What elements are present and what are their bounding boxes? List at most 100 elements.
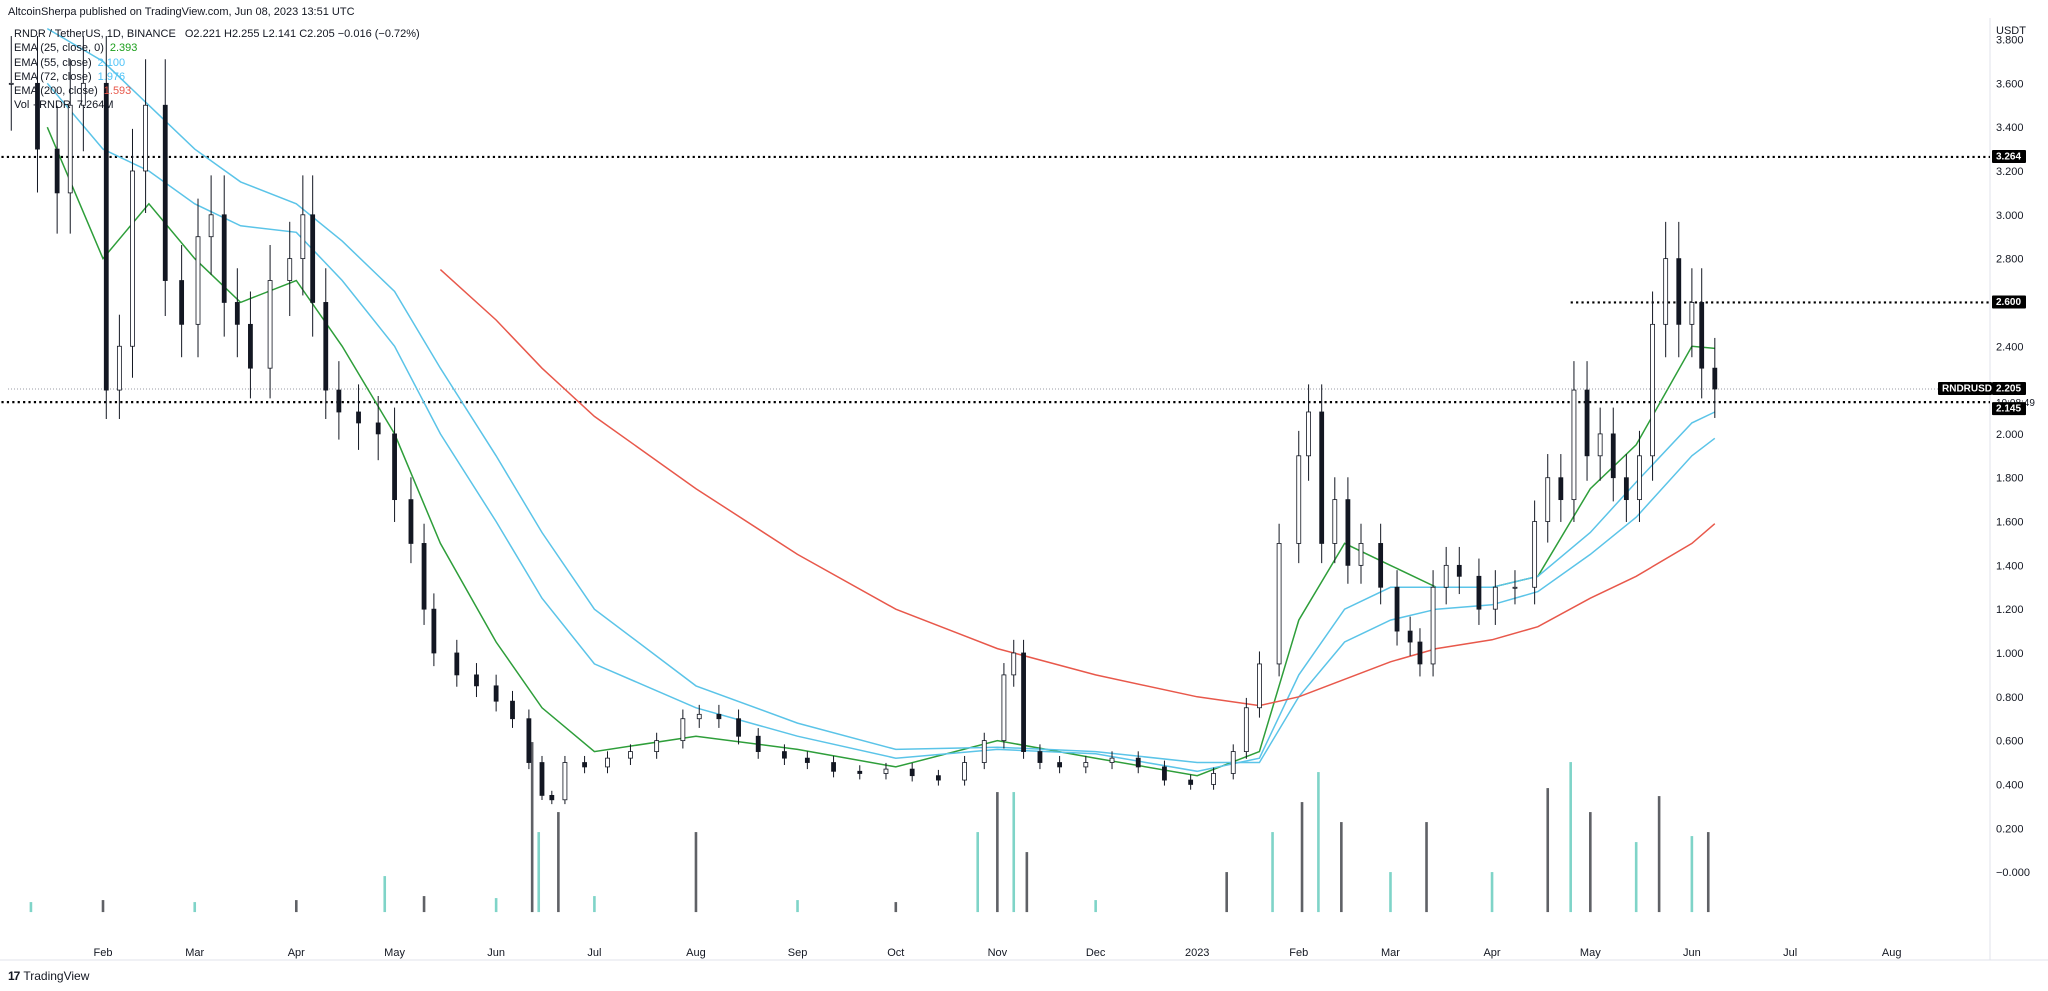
candle-body — [1689, 302, 1695, 325]
candle-body — [909, 768, 915, 777]
volume-bars — [29, 742, 1710, 913]
volume-bar — [1569, 762, 1572, 913]
candle-body — [408, 499, 414, 544]
tradingview-logo-icon: 17 — [8, 969, 20, 983]
candle-body — [1378, 543, 1384, 588]
legend-indicator-row[interactable]: EMA (55, close) 2.100 — [14, 56, 420, 70]
candle-body — [1637, 455, 1642, 501]
legend-indicator-row[interactable]: EMA (72, close) 1.976 — [14, 70, 420, 84]
y-tick-label: 0.400 — [1996, 779, 2024, 791]
y-tick-label: 3.600 — [1996, 78, 2024, 90]
candle-body — [1650, 323, 1655, 457]
candle-body — [605, 757, 610, 768]
x-tick-label: May — [384, 947, 405, 959]
candle-body — [804, 757, 810, 763]
indicator-value: 2.393 — [109, 42, 138, 55]
x-tick-label: Aug — [686, 947, 706, 959]
tradingview-footer[interactable]: 17 TradingView — [8, 969, 89, 983]
ema-line — [439, 269, 1716, 707]
volume-bar — [1546, 788, 1550, 913]
volume-bar — [383, 876, 387, 913]
candle-body — [474, 674, 479, 687]
y-tick-label: 0.600 — [1996, 736, 2024, 748]
candle-body — [736, 718, 741, 737]
candle-body — [493, 685, 499, 702]
indicator-value: 7.264M — [76, 99, 114, 112]
candle-body — [962, 762, 968, 781]
x-tick-label: Jun — [1683, 947, 1701, 959]
candle-body — [1332, 499, 1338, 544]
candle-body — [935, 775, 941, 781]
candle-body — [162, 104, 168, 281]
x-tick-label: Dec — [1086, 947, 1106, 959]
candle-body — [981, 740, 987, 763]
candle-body — [103, 82, 109, 391]
ema-line — [46, 27, 1716, 764]
indicator-label: EMA (200, close) — [14, 85, 98, 98]
candle-body — [510, 700, 515, 720]
candle-body — [300, 214, 306, 260]
candle-body — [421, 543, 427, 610]
candle-body — [1558, 477, 1564, 501]
volume-bar — [976, 832, 980, 913]
level-tag-3264: 3.264 — [1996, 151, 2021, 162]
candle-body — [1358, 543, 1364, 566]
indicator-value: 2.100 — [97, 56, 126, 69]
y-tick-label: 1.200 — [1996, 604, 2024, 616]
level-tag-2145: 2.145 — [1996, 404, 2021, 415]
y-tick-label: 2.800 — [1996, 254, 2024, 266]
legend-indicator-row[interactable]: EMA (25, close, 0) 2.393 — [14, 41, 420, 55]
x-tick-label: Aug — [1882, 947, 1902, 959]
candle-body — [1443, 564, 1449, 588]
volume-bar — [1317, 772, 1320, 913]
ema-line — [46, 126, 1715, 777]
candle-body — [1109, 757, 1115, 763]
candle-body — [1011, 652, 1017, 676]
candle-body — [195, 236, 201, 325]
candle-body — [234, 302, 240, 325]
y-tick-label: 3.200 — [1996, 166, 2024, 178]
candle-body — [1676, 258, 1682, 325]
legend-symbol-row[interactable]: RNDR / TetherUS, 1D, BINANCE O2.221 H2.2… — [14, 27, 420, 41]
x-tick-label: May — [1580, 947, 1601, 959]
candle-body — [208, 214, 214, 238]
candle-body — [1394, 586, 1400, 632]
x-tick-label: Feb — [94, 947, 113, 959]
candle-body — [1407, 630, 1413, 643]
x-tick-label: Nov — [988, 947, 1008, 959]
volume-bar — [1300, 802, 1304, 913]
candle-body — [1276, 543, 1282, 665]
volume-bar — [1340, 822, 1343, 913]
volume-bar — [894, 902, 898, 913]
legend-indicator-row[interactable]: Vol · RNDR 7.264M — [14, 98, 420, 112]
candle-body — [80, 82, 86, 106]
volume-bar — [694, 832, 698, 913]
volume-bar — [494, 898, 498, 913]
horizontal-levels[interactable] — [1, 155, 1990, 404]
candle-body — [1476, 575, 1482, 610]
candle-body — [1057, 762, 1063, 768]
y-tick-label: 3.800 — [1996, 35, 2024, 47]
candle-body — [248, 323, 253, 369]
candle-body — [356, 411, 361, 424]
publisher-line: AltcoinSherpa published on TradingView.c… — [8, 6, 355, 18]
y-tick-label: −0.000 — [1996, 867, 2030, 879]
level-tag-2145-bg — [1992, 402, 2026, 416]
x-tick-label: Oct — [887, 947, 904, 959]
candle-body — [1532, 521, 1538, 588]
candle-body — [1188, 779, 1194, 785]
level-tag-3264-bg — [1992, 149, 2026, 163]
x-tick-label: Jul — [1783, 947, 1797, 959]
ema-lines — [46, 27, 1716, 777]
candle-body — [130, 170, 135, 347]
candle-body — [1456, 564, 1462, 577]
volume-bar — [1706, 832, 1710, 913]
y-tick-label: 3.400 — [1996, 122, 2024, 134]
candle-body — [582, 762, 587, 768]
legend-indicator-row[interactable]: EMA (200, close) 1.593 — [14, 84, 420, 98]
indicator-label: EMA (72, close) — [14, 70, 92, 83]
time-axis[interactable]: Feb Mar Apr May Jun Jul Aug Sep Oct Nov Dec 2023 Feb… — [94, 947, 1902, 959]
last-price-tag-bg — [1992, 381, 2026, 395]
